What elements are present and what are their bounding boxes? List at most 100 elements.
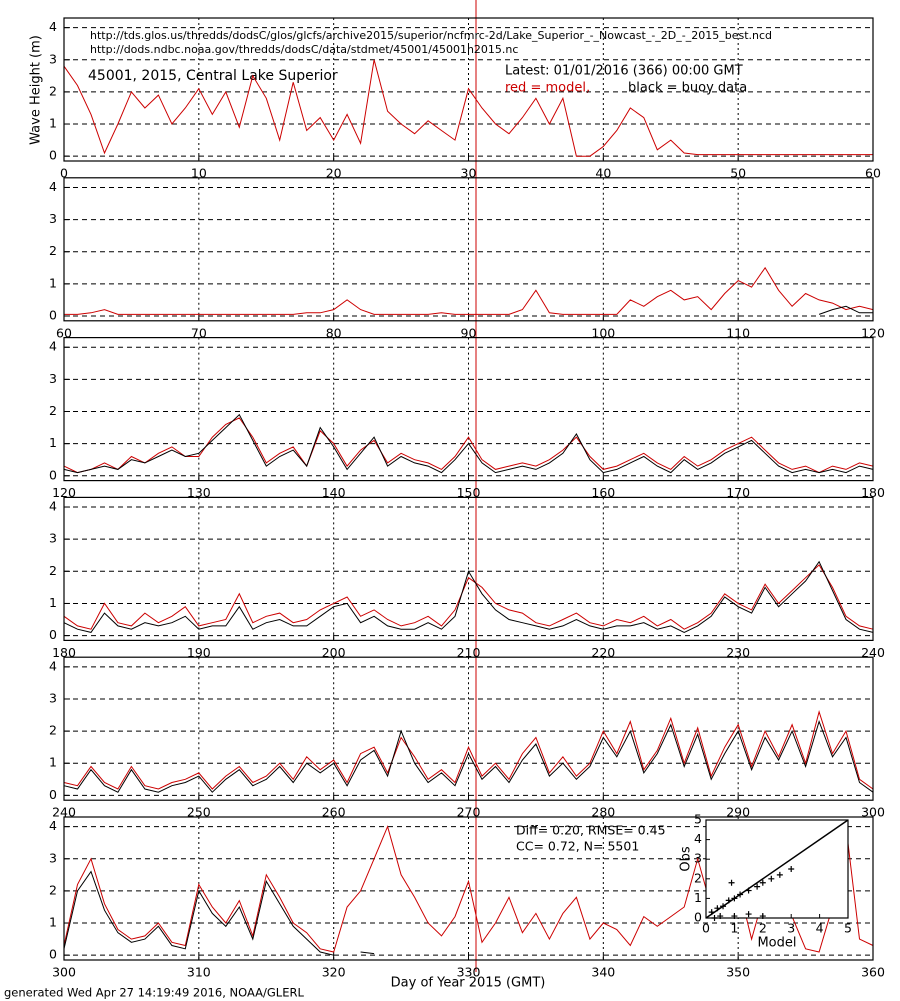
series-line <box>63 710 874 790</box>
inset-frame <box>705 819 849 919</box>
x-tick-label: 140 <box>322 485 346 500</box>
scatter-point <box>725 897 732 904</box>
x-tick-label: 110 <box>726 325 750 340</box>
x-tick-label: 360 <box>861 965 885 980</box>
stats-line: Diff= 0.20, RMSE= 0.45 <box>516 823 666 838</box>
y-tick-label: 1 <box>49 755 57 770</box>
scatter-point <box>708 909 715 916</box>
x-axis-label: Day of Year 2015 (GMT) <box>391 976 546 991</box>
y-tick-label: 3 <box>49 850 57 865</box>
x-tick-label: 340 <box>591 965 615 980</box>
y-tick-label: 3 <box>49 211 57 226</box>
y-tick-label: 4 <box>49 179 57 194</box>
plot-frame <box>63 656 874 801</box>
y-tick-label: 0 <box>49 467 57 482</box>
x-tick-label: 50 <box>730 166 746 181</box>
footer: generated Wed Apr 27 14:19:49 2016, NOAA… <box>4 986 304 1000</box>
y-tick-label: 5 <box>694 812 702 827</box>
y-tick-label: 4 <box>49 19 57 34</box>
y-tick-label: 4 <box>49 658 57 673</box>
x-tick-label: 120 <box>861 325 885 340</box>
y-tick-label: 4 <box>49 339 57 354</box>
x-tick-label: 290 <box>726 805 750 820</box>
identity-line <box>705 819 849 919</box>
x-tick-label: 240 <box>861 645 885 660</box>
series-line <box>63 564 874 630</box>
y-tick-label: 1 <box>49 275 57 290</box>
x-tick-label: 100 <box>591 325 615 340</box>
x-tick-label: 230 <box>726 645 750 660</box>
plot-frame <box>63 816 874 961</box>
y-tick-label: 0 <box>49 947 57 962</box>
series-line <box>64 266 874 315</box>
plot-frame <box>63 337 874 482</box>
legend-buoy: black = buoy data <box>628 81 747 96</box>
scatter-point <box>731 895 738 902</box>
scatter-point <box>776 871 783 878</box>
y-tick-label: 2 <box>49 563 57 578</box>
plot-frame <box>63 177 874 322</box>
y-tick-label: 0 <box>49 627 57 642</box>
series-line <box>63 413 874 474</box>
scatter-point <box>714 905 721 912</box>
y-tick-label: 3 <box>49 531 57 546</box>
scatter-point <box>759 879 766 886</box>
scatter-point <box>745 887 752 894</box>
series-line <box>63 417 874 474</box>
x-tick-label: 80 <box>326 325 342 340</box>
y-tick-label: 3 <box>49 690 57 705</box>
y-tick-label: 4 <box>49 499 57 514</box>
x-tick-label: 1 <box>730 921 738 936</box>
x-axis-label: Model <box>757 936 796 951</box>
x-tick-label: 170 <box>726 485 750 500</box>
x-tick-label: 220 <box>591 645 615 660</box>
scatter-point <box>737 891 744 898</box>
series-line <box>63 870 334 956</box>
y-tick-label: 1 <box>49 595 57 610</box>
x-tick-label: 350 <box>726 965 750 980</box>
station-title: 45001, 2015, Central Lake Superior <box>88 68 338 84</box>
x-tick-label: 320 <box>322 965 346 980</box>
x-tick-label: 270 <box>457 805 481 820</box>
x-tick-label: 3 <box>787 921 795 936</box>
x-tick-label: 310 <box>187 965 211 980</box>
scatter-point <box>720 903 727 910</box>
url-line: http://dods.ndbc.noaa.gov/thredds/dodsC/… <box>90 43 518 56</box>
x-tick-label: 180 <box>52 645 76 660</box>
x-tick-label: 250 <box>187 805 211 820</box>
x-tick-label: 10 <box>191 166 207 181</box>
y-tick-label: 3 <box>49 371 57 386</box>
y-tick-label: 2 <box>49 723 57 738</box>
x-tick-label: 190 <box>187 645 211 660</box>
scatter-point <box>745 911 752 918</box>
y-tick-label: 0 <box>49 307 57 322</box>
y-tick-label: 0 <box>694 910 702 925</box>
x-tick-label: 120 <box>52 485 76 500</box>
x-tick-label: 300 <box>52 965 76 980</box>
x-tick-label: 210 <box>457 645 481 660</box>
y-axis-label: Wave Height (m) <box>29 35 44 145</box>
series-line <box>360 951 375 955</box>
series-line <box>63 560 874 633</box>
series-line <box>63 59 873 157</box>
y-tick-label: 2 <box>694 870 702 885</box>
x-tick-label: 30 <box>461 166 477 181</box>
y-tick-label: 1 <box>49 915 57 930</box>
x-tick-label: 160 <box>591 485 615 500</box>
y-tick-label: 2 <box>49 83 57 98</box>
y-tick-label: 1 <box>694 890 702 905</box>
x-tick-label: 90 <box>461 325 477 340</box>
y-tick-label: 4 <box>694 831 702 846</box>
y-tick-label: 0 <box>49 148 57 163</box>
y-tick-label: 2 <box>49 243 57 258</box>
scatter-point <box>788 866 795 872</box>
y-tick-label: 4 <box>49 818 57 833</box>
url-line: http://tds.glos.us/thredds/dodsC/glos/gl… <box>90 29 772 42</box>
x-tick-label: 130 <box>187 485 211 500</box>
scatter-point <box>754 883 761 890</box>
latest-time: Latest: 01/01/2016 (366) 00:00 GMT <box>505 64 743 79</box>
x-tick-label: 5 <box>844 921 852 936</box>
legend-model: red = model, <box>505 81 590 96</box>
y-tick-label: 3 <box>49 51 57 66</box>
